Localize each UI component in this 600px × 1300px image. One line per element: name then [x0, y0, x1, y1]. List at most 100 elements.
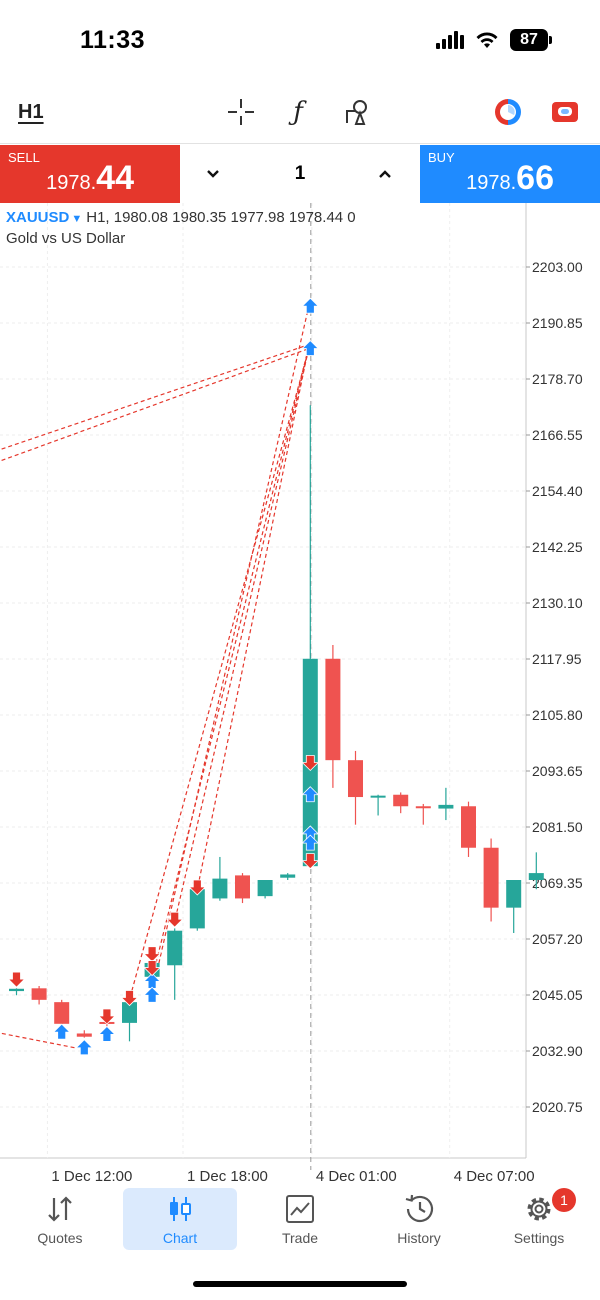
- y-tick-label: 2203.00: [532, 259, 583, 275]
- candle-body: [280, 874, 296, 878]
- chart-description: Gold vs US Dollar: [6, 230, 126, 247]
- function-icon[interactable]: ƒ: [293, 97, 303, 127]
- status-bar: 11:33 87: [0, 0, 600, 80]
- sell-arrow-marker: [7, 971, 26, 988]
- price-chart[interactable]: 2203.00 2190.85 2178.70 2166.55 2154.40 2142.…: [0, 203, 600, 1188]
- sell-arrow-marker: [301, 755, 320, 772]
- x-tick-label: 4 Dec 01:00: [316, 1168, 397, 1185]
- status-icons: 87: [436, 28, 552, 52]
- y-tick-label: 2069.35: [532, 875, 583, 891]
- sell-price-big: 44: [96, 159, 134, 197]
- x-tick-label: 1 Dec 18:00: [187, 1168, 268, 1185]
- y-tick-label: 2020.75: [532, 1099, 583, 1115]
- candle-body: [212, 878, 228, 899]
- candle-body: [257, 880, 273, 897]
- buy-arrow-marker: [143, 986, 162, 1003]
- candle-body: [9, 988, 24, 992]
- nav-chart[interactable]: Chart: [123, 1188, 237, 1250]
- y-tick-label: 2154.40: [532, 483, 583, 499]
- buy-arrow-marker: [97, 1025, 116, 1042]
- candle-body: [415, 806, 431, 809]
- buy-arrow-marker: [301, 340, 320, 356]
- y-tick-label: 2105.80: [532, 707, 583, 723]
- candle-body: [483, 847, 499, 908]
- sell-arrow-marker: [120, 990, 139, 1007]
- buy-price-big: 66: [516, 159, 554, 197]
- cellular-signal-icon: [436, 31, 464, 49]
- symbol-dropdown-icon[interactable]: ▼: [71, 213, 83, 225]
- y-tick-label: 2093.65: [532, 763, 583, 779]
- buy-label: BUY: [428, 150, 455, 165]
- y-tick-label: 2117.95: [532, 651, 582, 667]
- chart-canvas[interactable]: 2203.00 2190.85 2178.70 2166.55 2154.40 2142.…: [0, 203, 600, 1188]
- sell-price: 1978.44: [46, 159, 134, 198]
- one-click-trading-icon[interactable]: [492, 96, 524, 128]
- lot-selector: 1: [180, 145, 420, 203]
- sell-button[interactable]: SELL 1978.44: [0, 145, 180, 203]
- trade-panel: SELL 1978.44 1 BUY 1978.66: [0, 145, 600, 203]
- nav-quotes-label: Quotes: [37, 1230, 83, 1246]
- lot-decrease-button[interactable]: [198, 159, 228, 189]
- nav-history-label: History: [397, 1230, 441, 1246]
- trade-connection-line: [197, 346, 310, 888]
- x-tick-label: 1 Dec 12:00: [51, 1168, 132, 1185]
- battery-indicator: 87: [510, 29, 552, 51]
- buy-arrow-marker: [301, 297, 320, 314]
- nav-settings-label: Settings: [513, 1230, 565, 1246]
- timeframe-button[interactable]: H1: [18, 100, 44, 123]
- candle-body: [370, 795, 386, 798]
- buy-arrow-marker: [75, 1039, 94, 1056]
- candle-body: [31, 988, 47, 1000]
- nav-settings[interactable]: Settings 1: [482, 1188, 596, 1250]
- candle-body: [348, 760, 363, 798]
- lot-increase-button[interactable]: [370, 159, 400, 189]
- chart-icon: [170, 1197, 191, 1221]
- y-tick-label: 2178.70: [532, 371, 583, 387]
- account-icon[interactable]: [549, 96, 581, 128]
- trade-connection-line: [152, 350, 309, 977]
- trade-connection-line: [0, 348, 310, 462]
- nav-history[interactable]: History: [362, 1188, 476, 1250]
- candle-body: [461, 806, 476, 848]
- quotes-icon: [48, 1196, 72, 1222]
- y-tick-label: 2142.25: [532, 539, 583, 555]
- y-tick-label: 2190.85: [532, 315, 583, 331]
- candle-body: [393, 794, 409, 807]
- sell-arrow-marker: [188, 879, 207, 896]
- candle-body: [54, 1002, 70, 1024]
- history-icon: [405, 1194, 434, 1223]
- trade-connection-line: [0, 344, 309, 451]
- buy-button[interactable]: BUY 1978.66: [420, 145, 600, 203]
- sell-price-prefix: 1978.: [46, 172, 97, 194]
- trade-connection-line: [174, 348, 310, 920]
- x-tick-label: 4 Dec 07:00: [454, 1168, 535, 1185]
- y-tick-label: 2032.90: [532, 1043, 583, 1059]
- trade-connection-line: [129, 352, 309, 998]
- home-indicator: [193, 1281, 407, 1287]
- crosshair-icon[interactable]: [225, 96, 257, 128]
- buy-price: 1978.66: [466, 159, 554, 198]
- chart-symbol[interactable]: XAUUSD: [6, 209, 70, 226]
- wifi-icon: [476, 32, 498, 48]
- lot-value[interactable]: 1: [294, 163, 306, 184]
- nav-chart-label: Chart: [162, 1230, 198, 1246]
- candle-body: [76, 1033, 92, 1037]
- candle-body: [528, 873, 544, 881]
- y-tick-label: 2081.50: [532, 819, 583, 835]
- nav-quotes[interactable]: Quotes: [3, 1188, 117, 1250]
- sell-arrow-marker: [165, 911, 184, 928]
- nav-trade[interactable]: Trade: [243, 1188, 357, 1250]
- y-tick-label: 2045.05: [532, 987, 583, 1003]
- trade-icon: [286, 1195, 314, 1223]
- buy-arrow-marker: [301, 834, 320, 851]
- trade-connection-line: [152, 306, 310, 991]
- candle-body: [122, 1002, 137, 1023]
- objects-icon[interactable]: [342, 96, 374, 128]
- chart-toolbar: H1 ƒ: [0, 82, 600, 144]
- buy-arrow-marker: [52, 1023, 71, 1040]
- candle-body: [189, 889, 205, 929]
- buy-arrow-marker: [301, 786, 320, 803]
- settings-badge: 1: [552, 1188, 576, 1212]
- candle-body: [506, 880, 522, 908]
- settings-icon: [527, 1197, 551, 1221]
